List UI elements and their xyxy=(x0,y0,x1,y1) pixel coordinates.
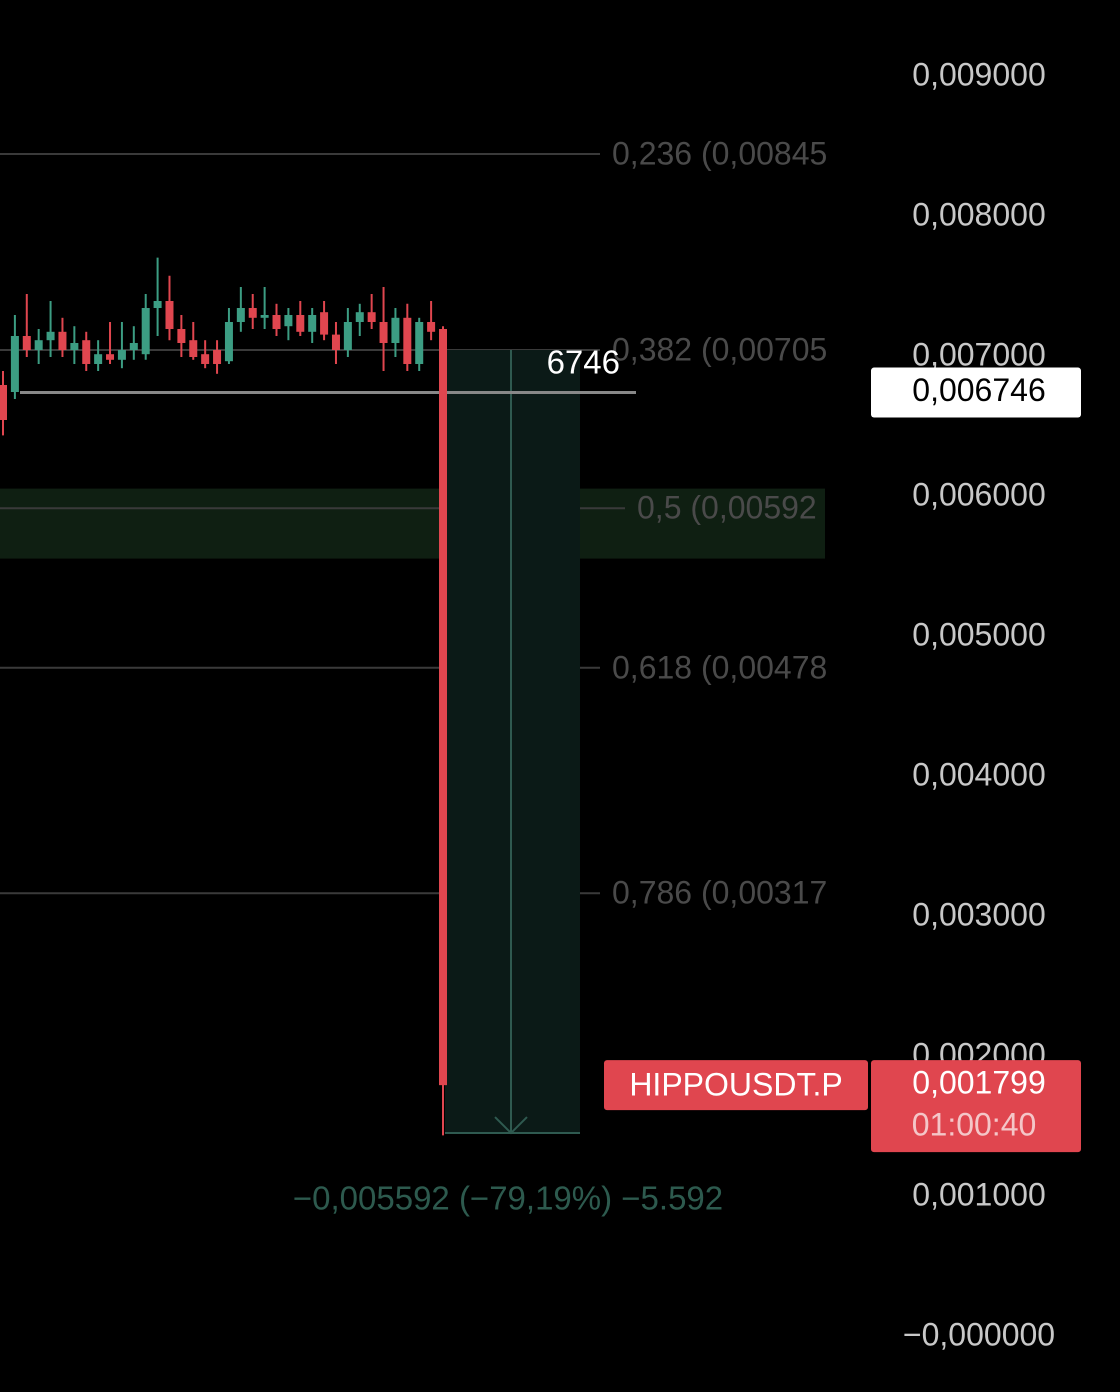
last-price-box xyxy=(871,1060,1081,1153)
candle-body xyxy=(213,350,222,364)
y-tick-label: 0,004000 xyxy=(912,756,1045,792)
fib-zone xyxy=(0,488,825,559)
candle-body xyxy=(70,343,79,350)
y-tick-label: 0,006000 xyxy=(912,476,1045,512)
candle-body xyxy=(308,315,317,332)
price-box xyxy=(871,367,1081,418)
symbol-tag xyxy=(604,1060,868,1111)
candle-body xyxy=(379,322,388,343)
y-tick-label: 0,005000 xyxy=(912,616,1045,652)
fib-label: 0,618 (0,00478 xyxy=(612,649,827,685)
candle-body xyxy=(46,331,55,341)
candle-body xyxy=(236,308,245,322)
candle-body xyxy=(403,317,412,364)
candle-body xyxy=(439,329,447,1086)
candle-body xyxy=(129,343,138,350)
candle-body xyxy=(165,301,174,329)
candle-body xyxy=(153,301,162,308)
candle-body xyxy=(415,322,424,364)
candle-body xyxy=(94,354,103,364)
candle-body xyxy=(82,340,91,364)
candle-body xyxy=(10,336,19,392)
price-box-label: 0,006746 xyxy=(912,372,1045,408)
measure-box xyxy=(445,350,580,1134)
price-line-label: 6746 xyxy=(547,343,620,380)
fib-label: 0,236 (0,00845 xyxy=(612,135,827,171)
candle-body xyxy=(260,315,269,318)
countdown: 01:00:40 xyxy=(912,1107,1037,1143)
fib-label: 0,5 (0,00592 xyxy=(637,490,817,526)
candle-body xyxy=(0,385,7,420)
candle-body xyxy=(224,322,233,362)
candle-body xyxy=(320,312,329,335)
candle-body xyxy=(343,322,352,350)
candle-body xyxy=(34,340,43,350)
y-tick-label: −0,000000 xyxy=(903,1316,1055,1352)
candle-body xyxy=(272,315,281,329)
candle-body xyxy=(22,336,31,350)
candle-body xyxy=(177,329,186,343)
y-tick-label: 0,001000 xyxy=(912,1176,1045,1212)
candle-body xyxy=(355,312,364,322)
candle-body xyxy=(58,331,67,350)
candle-body xyxy=(106,354,115,360)
y-tick-label: 0,008000 xyxy=(912,196,1045,232)
candle-body xyxy=(367,312,376,322)
y-tick-label: 0,009000 xyxy=(912,56,1045,92)
candle-body xyxy=(201,354,210,364)
y-tick-label: 0,007000 xyxy=(912,336,1045,372)
candle-body xyxy=(296,315,305,332)
candle-body xyxy=(189,340,198,357)
candle-body xyxy=(331,334,340,350)
measure-label: −0,005592 (−79,19%) −5.592 xyxy=(293,1180,723,1217)
candle-body xyxy=(427,322,436,332)
candle-body xyxy=(284,315,293,327)
candle-body xyxy=(248,308,257,318)
last-price-label: 0,001799 xyxy=(912,1065,1045,1101)
symbol-label: HIPPOUSDT.P xyxy=(629,1067,842,1103)
y-tick-label: 0,003000 xyxy=(912,896,1045,932)
candle-body xyxy=(141,308,150,355)
candle-body xyxy=(391,317,400,343)
candle-body xyxy=(117,350,126,360)
fib-label: 0,786 (0,00317 xyxy=(612,875,827,911)
fib-label: 0,382 (0,00705 xyxy=(612,331,827,367)
